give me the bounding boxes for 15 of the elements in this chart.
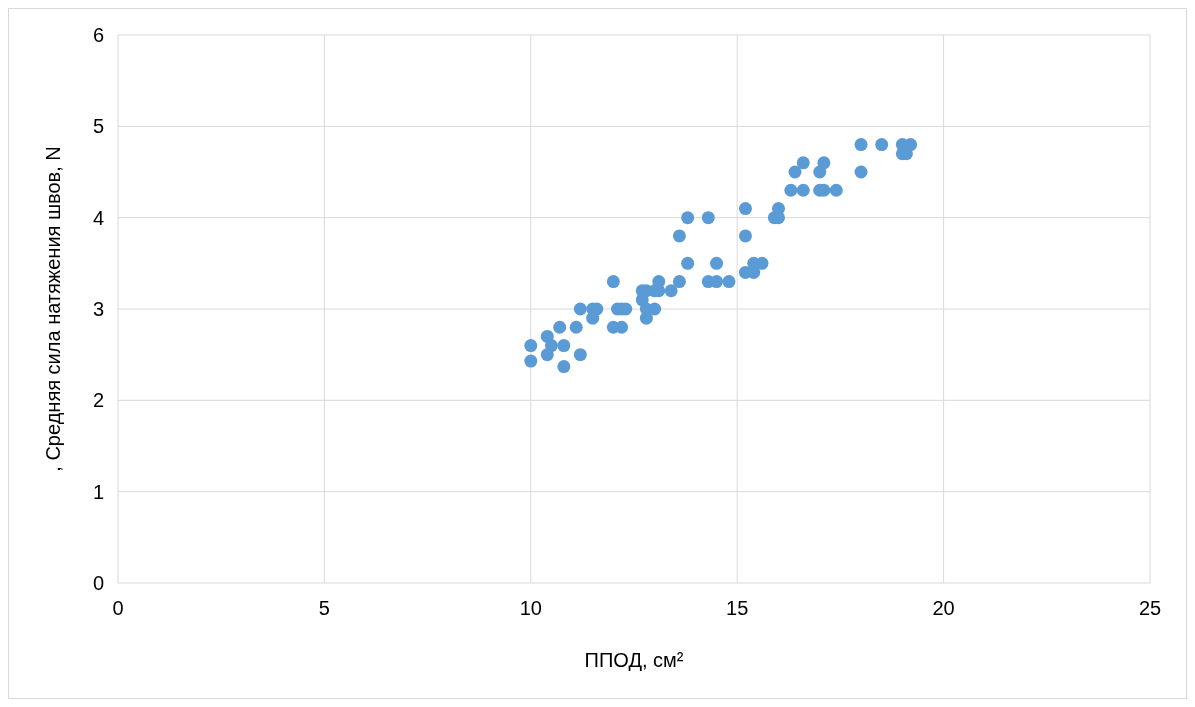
x-tick-label: 25	[1138, 597, 1162, 619]
x-tick-label: 10	[519, 597, 542, 619]
y-tick-label: 2	[92, 389, 104, 412]
x-axis-title: ППОД, см²	[584, 649, 684, 671]
x-tick-label: 5	[318, 597, 330, 619]
y-tick-label: 0	[92, 572, 104, 594]
y-axis-title: , Средняя сила натяжения швов, N	[42, 146, 64, 472]
x-tick-label: 15	[726, 597, 749, 619]
x-tick-label: 20	[932, 597, 955, 619]
y-tick-label: 3	[92, 298, 104, 320]
y-tick-label: 1	[92, 480, 104, 503]
y-tick-label: 5	[92, 115, 104, 138]
y-tick-label: 4	[92, 206, 104, 229]
x-tick-label: 0	[112, 597, 124, 619]
y-tick-label: 6	[92, 24, 104, 46]
